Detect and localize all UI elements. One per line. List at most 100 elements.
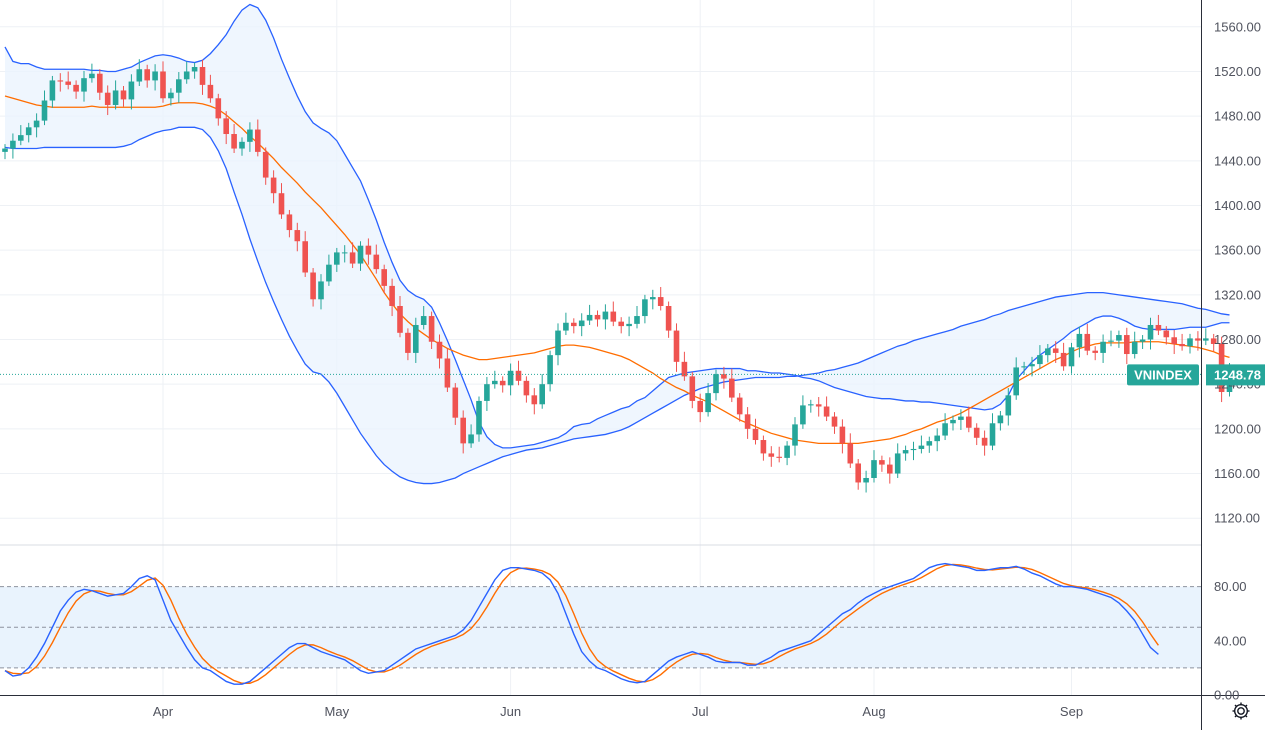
candle-body xyxy=(981,437,988,446)
stochastic-oscillator xyxy=(0,544,1201,685)
time-tick-label: Jun xyxy=(500,704,521,719)
candle-body xyxy=(1108,340,1114,342)
candle-body xyxy=(555,330,561,356)
candle-body xyxy=(1029,364,1035,367)
candle-body xyxy=(460,417,466,444)
candle-body xyxy=(831,416,838,427)
candle-body xyxy=(665,306,672,331)
lower-band-line xyxy=(4,126,1230,485)
candle-body xyxy=(310,272,316,300)
candle-body xyxy=(729,378,735,398)
candle-body xyxy=(531,395,538,405)
candle-body xyxy=(713,374,719,394)
candle-body xyxy=(823,406,830,417)
candle-body xyxy=(586,314,593,321)
candle-body xyxy=(1131,341,1138,355)
candle-body xyxy=(681,361,688,377)
candle-body xyxy=(1155,324,1162,331)
candle-body xyxy=(112,90,119,105)
candle-body xyxy=(160,71,166,99)
candle-body xyxy=(41,100,48,121)
candlestick-series xyxy=(0,59,1233,493)
last-value-badge xyxy=(1206,364,1265,386)
candle-body xyxy=(626,323,632,327)
candle-body xyxy=(492,380,498,385)
oscillator-tick-label: 40.00 xyxy=(1214,633,1247,648)
price-tick-label: 1480.00 xyxy=(1214,109,1261,124)
candle-body xyxy=(247,129,253,142)
candle-body xyxy=(1124,335,1130,355)
candle-body xyxy=(1092,350,1098,353)
candle-body xyxy=(128,81,135,100)
candle-body xyxy=(436,341,443,359)
candle-body xyxy=(1203,338,1209,341)
candle-body xyxy=(207,84,214,99)
candle-body xyxy=(736,397,743,415)
time-tick-label: Jul xyxy=(692,704,709,719)
candle-body xyxy=(1195,338,1201,341)
candle-body xyxy=(413,324,419,353)
candle-body xyxy=(571,322,577,327)
band-fill xyxy=(5,4,1230,484)
candle-body xyxy=(270,177,277,194)
gear-icon[interactable] xyxy=(1228,700,1254,722)
candle-body xyxy=(1013,367,1019,396)
oscillator-band-fill xyxy=(0,586,1201,668)
candle-body xyxy=(784,445,790,458)
oscillator-tick-label: 80.00 xyxy=(1214,579,1247,594)
candle-body xyxy=(507,370,514,386)
candle-body xyxy=(1163,330,1170,338)
candle-body xyxy=(839,426,846,444)
candle-body xyxy=(49,80,56,101)
candle-body xyxy=(65,81,71,85)
price-tick-label: 1320.00 xyxy=(1214,287,1261,302)
candle-body xyxy=(286,214,293,231)
candle-body xyxy=(1171,337,1177,344)
oscillator-tick-label: 0.00 xyxy=(1214,688,1239,703)
candle-body xyxy=(910,448,917,451)
symbol-badge xyxy=(1127,364,1199,386)
candle-body xyxy=(334,252,340,265)
candle-body xyxy=(1045,348,1051,356)
upper-band-line xyxy=(4,3,1230,449)
candle-body xyxy=(760,440,767,454)
candle-body xyxy=(168,92,174,99)
bollinger-bands xyxy=(4,3,1230,485)
stoch-k-line xyxy=(4,562,1159,685)
candle-body xyxy=(808,404,814,406)
candle-body xyxy=(389,285,395,307)
candle-body xyxy=(776,456,782,458)
candle-body xyxy=(223,118,229,135)
candle-body xyxy=(341,252,348,254)
candle-body xyxy=(262,151,269,178)
candle-body xyxy=(1116,335,1122,341)
candle-body xyxy=(57,80,64,82)
candle-body xyxy=(294,230,301,242)
candle-body xyxy=(989,423,996,446)
candle-body xyxy=(926,441,933,446)
candle-body xyxy=(1210,338,1217,344)
candle-body xyxy=(199,67,206,85)
candle-body xyxy=(902,450,909,454)
candle-body xyxy=(428,316,435,342)
candle-body xyxy=(73,84,79,92)
candle-body xyxy=(610,311,617,322)
candle-body xyxy=(373,254,380,270)
candle-body xyxy=(136,69,143,82)
candle-body xyxy=(405,332,411,353)
symbol-label: VNINDEX xyxy=(1134,367,1192,382)
price-tick-label: 1400.00 xyxy=(1214,198,1261,213)
candle-body xyxy=(97,73,103,93)
candle-body xyxy=(215,98,222,119)
candle-body xyxy=(1084,333,1091,351)
candle-body xyxy=(1187,338,1193,347)
price-tick-label: 1160.00 xyxy=(1214,466,1260,481)
candle-body xyxy=(523,380,530,396)
candle-body xyxy=(768,453,775,457)
last-value-label: 1248.78 xyxy=(1214,367,1261,382)
candle-body xyxy=(871,460,877,478)
candle-body xyxy=(634,316,640,324)
candle-body xyxy=(689,376,696,401)
candle-body xyxy=(515,370,522,381)
